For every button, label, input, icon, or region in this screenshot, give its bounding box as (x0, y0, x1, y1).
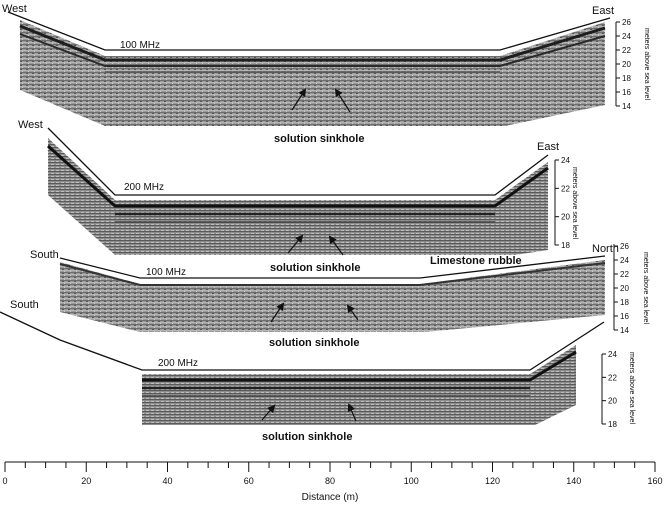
panel-2-frequency: 200 MHz (124, 182, 164, 193)
panel-3-annotation: solution sinkhole (269, 337, 359, 349)
panel-4-annotation: solution sinkhole (262, 431, 352, 443)
panel-1-axis-label: meters above sea level (643, 28, 650, 100)
radar-section-2 (48, 138, 548, 255)
distance-tick-label: 80 (325, 476, 335, 486)
radar-section-1 (20, 20, 605, 126)
elevation-tick-label: 26 (620, 242, 629, 251)
panel-2: West East 200 MHz solution sinkhole Lime… (18, 119, 578, 274)
panel-2-annotation: solution sinkhole (270, 262, 360, 274)
ground-surface-line-3 (59, 255, 606, 279)
elevation-tick-label: 20 (608, 397, 617, 406)
panel-1-right-label: East (592, 5, 614, 17)
radar-section-4 (142, 345, 576, 425)
elevation-tick-label: 22 (608, 373, 617, 382)
panel-2-right-label: East (537, 141, 559, 153)
distance-tick-label: 0 (2, 476, 7, 486)
arrow-2a (287, 234, 304, 254)
elevation-tick-label: 18 (561, 241, 570, 250)
arrow-1a (291, 88, 307, 111)
reflector-band-4a (142, 350, 577, 382)
elevation-tick-label: 14 (622, 102, 631, 111)
distance-tick-label: 100 (404, 476, 419, 486)
panel-3-right-label: North (592, 243, 619, 255)
panel-2-axis-label: meters above sea level (571, 167, 578, 239)
elevation-tick-label: 22 (622, 46, 631, 55)
reflector-band-3a (59, 262, 606, 286)
elevation-tick-label: 20 (561, 213, 570, 222)
distance-axis: 0 20 40 60 80 100 120 140 160 Distance (m) (2, 461, 663, 503)
arrow-1b (334, 88, 351, 113)
distance-axis-label: Distance (m) (302, 492, 359, 503)
distance-tick-label: 160 (647, 476, 662, 486)
elevation-tick-label: 20 (620, 284, 629, 293)
elevation-tick-label: 20 (622, 60, 631, 69)
panel-4-left-label: South (10, 299, 39, 311)
panel-1-left-label: West (2, 3, 27, 15)
elevation-tick-label: 16 (622, 88, 631, 97)
elevation-tick-label: 18 (620, 298, 629, 307)
panel-1-annotation: solution sinkhole (274, 133, 364, 145)
arrow-4b (347, 403, 357, 422)
panel-3-frequency: 100 MHz (146, 267, 186, 278)
elevation-scale-4: meters above sea level (601, 352, 635, 424)
arrow-2b (328, 235, 344, 256)
distance-tick-label: 20 (81, 476, 91, 486)
arrow-3b (346, 304, 359, 321)
elevation-tick-label: 22 (561, 184, 570, 193)
elevation-scale-2: meters above sea level (554, 160, 578, 245)
elevation-tick-label: 26 (622, 18, 631, 27)
elevation-tick-label: 16 (620, 312, 629, 321)
elevation-tick-label: 18 (608, 420, 617, 429)
elevation-tick-label: 24 (608, 350, 617, 359)
reflector-band-2a (46, 144, 549, 208)
distance-tick-label: 140 (566, 476, 581, 486)
elevation-tick-label: 24 (622, 32, 631, 41)
reflector-band-1 (19, 24, 606, 62)
panel-2-limestone-label: Limestone rubble (430, 255, 522, 267)
elevation-tick-label: 18 (622, 74, 631, 83)
radar-section-3 (60, 260, 605, 332)
panel-3: South North 100 MHz solution sinkhole me… (30, 243, 649, 349)
panel-4-axis-label: meters above sea level (628, 352, 635, 424)
distance-tick-label: 40 (162, 476, 172, 486)
ground-surface-line-2 (47, 127, 549, 196)
elevation-tick-label: 22 (620, 270, 629, 279)
distance-tick-label: 120 (485, 476, 500, 486)
elevation-tick-label: 14 (620, 326, 629, 335)
arrow-3a (270, 302, 285, 323)
panel-1-frequency: 100 MHz (120, 40, 160, 51)
panel-2-left-label: West (18, 119, 43, 131)
panel-3-left-label: South (30, 249, 59, 261)
panel-1: West East 100 MHz solution sinkhole mete… (2, 3, 650, 145)
ground-surface-line-4 (0, 311, 605, 371)
panel-4: South 200 MHz solution sinkhole meters a… (0, 299, 635, 443)
ground-surface-line-1 (7, 11, 611, 51)
elevation-tick-label: 24 (620, 256, 629, 265)
arrow-4a (261, 404, 276, 421)
distance-tick-label: 60 (244, 476, 254, 486)
panel-4-frequency: 200 MHz (158, 358, 198, 369)
reflector-band-1b (19, 33, 606, 67)
panel-3-axis-label: meters above sea level (642, 252, 649, 324)
elevation-tick-label: 24 (561, 156, 570, 165)
